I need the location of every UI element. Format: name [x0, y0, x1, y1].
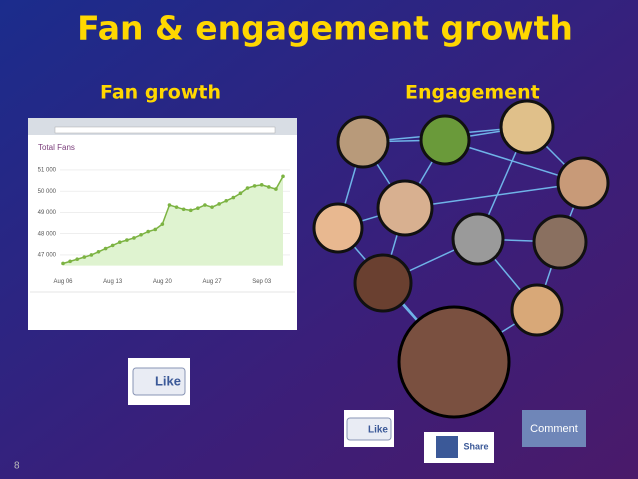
point — [224, 198, 229, 203]
point — [89, 253, 94, 257]
point — [117, 240, 122, 245]
point — [181, 207, 186, 212]
point — [110, 243, 115, 248]
point — [203, 203, 207, 207]
point — [167, 203, 172, 207]
like-button[interactable] — [132, 367, 186, 396]
address-bar — [54, 126, 276, 134]
point — [68, 259, 72, 264]
point — [75, 257, 79, 262]
point — [160, 222, 165, 226]
point — [103, 246, 108, 251]
network-faces — [312, 99, 610, 419]
point — [252, 184, 257, 188]
page-number: 8 — [14, 461, 20, 472]
point — [174, 205, 179, 209]
point — [125, 238, 129, 242]
comment-button[interactable] — [522, 410, 586, 447]
chart-title: Total Fans — [38, 143, 75, 152]
point — [245, 186, 250, 190]
share-frame — [424, 432, 494, 463]
point — [231, 195, 236, 200]
point — [196, 206, 200, 211]
y-tick-label: 48 000 — [38, 231, 57, 237]
point — [61, 261, 65, 266]
point — [139, 232, 143, 237]
point — [281, 174, 285, 179]
title: Fan & engagement growth — [77, 9, 573, 48]
point — [217, 202, 221, 206]
point — [259, 183, 264, 187]
point — [238, 191, 243, 196]
like-small-button[interactable] — [346, 417, 392, 441]
point — [132, 236, 136, 240]
like-small-label: Like — [368, 425, 388, 436]
y-tick-label: 51 000 — [38, 168, 57, 174]
point — [82, 255, 87, 259]
point — [274, 187, 278, 191]
point — [146, 229, 150, 234]
x-tick-label: Aug 27 — [203, 279, 223, 285]
right-heading: Engagement — [405, 82, 540, 104]
point — [153, 227, 158, 232]
left-heading: Fan growth — [100, 82, 221, 104]
share-label[interactable]: Share — [463, 441, 488, 451]
y-tick-label: 49 000 — [38, 210, 57, 216]
chart: 47 000 48 000 49 000 50 000 51 000 Aug 06 Aug … — [38, 168, 290, 285]
x-tick-label: Aug 13 — [103, 279, 123, 285]
x-tick-label: Aug 20 — [153, 279, 173, 285]
point — [188, 208, 193, 213]
like-label: Like — [155, 373, 181, 388]
y-tick-label: 47 000 — [38, 253, 57, 259]
point — [96, 249, 101, 254]
facebook-logo — [436, 436, 458, 458]
comment-label: Comment — [530, 423, 578, 435]
point — [267, 185, 271, 189]
x-tick-label: Aug 06 — [53, 279, 73, 285]
y-tick-label: 50 000 — [38, 189, 57, 195]
x-tick-label: Sep 03 — [252, 279, 272, 285]
point — [210, 205, 214, 209]
